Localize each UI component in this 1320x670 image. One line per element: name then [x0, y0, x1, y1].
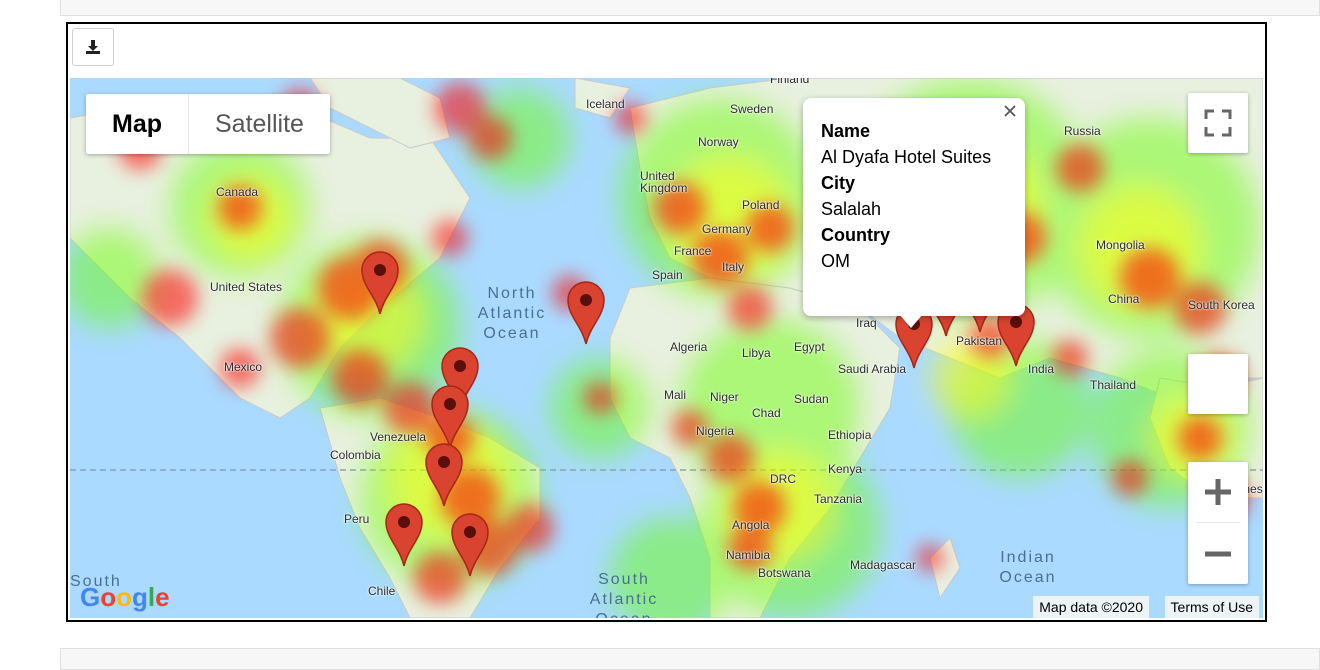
zoom-separator: [1196, 522, 1240, 523]
map-marker[interactable]: [384, 502, 424, 573]
label-norway: Norway: [698, 135, 739, 149]
fullscreen-button[interactable]: [1188, 93, 1248, 153]
google-logo: Google: [80, 582, 170, 613]
label-south-atlantic-ocean: South Atlantic Ocean: [589, 571, 659, 618]
label-chad: Chad: [752, 406, 781, 420]
label-algeria: Algeria: [670, 340, 708, 354]
zoom-control: [1188, 462, 1248, 584]
label-thailand: Thailand: [1090, 378, 1137, 392]
download-button[interactable]: [72, 28, 114, 66]
label-saudi-arabia: Saudi Arabia: [838, 362, 907, 376]
label-italy: Italy: [722, 260, 745, 274]
next-cell-edge: [60, 648, 1320, 670]
label-angola: Angola: [732, 518, 770, 532]
label-spain: Spain: [652, 268, 683, 282]
zoom-in-icon: [1205, 479, 1231, 505]
download-icon: [86, 40, 100, 54]
label-mexico: Mexico: [224, 360, 263, 374]
label-libya: Libya: [742, 346, 771, 360]
google-logo-o2: o: [116, 582, 133, 612]
label-venezuela: Venezuela: [370, 430, 427, 444]
label-namibia: Namibia: [726, 548, 771, 562]
field-value-name: Al Dyafa Hotel Suites: [821, 147, 992, 167]
label-south-pacific: South: [70, 573, 122, 590]
label-iceland: Iceland: [586, 97, 625, 111]
field-value-country: OM: [821, 251, 850, 271]
label-canada: Canada: [216, 185, 259, 199]
google-logo-o1: o: [100, 582, 117, 612]
label-nigeria: Nigeria: [696, 424, 735, 438]
map-marker[interactable]: [430, 384, 470, 455]
label-mongolia: Mongolia: [1096, 238, 1145, 252]
zoom-in-button[interactable]: [1188, 462, 1248, 522]
street-view-control[interactable]: [1188, 354, 1248, 414]
field-label-name: Name: [821, 121, 871, 141]
field-value-city: Salalah: [821, 199, 882, 219]
map-marker[interactable]: [566, 280, 606, 351]
zoom-out-button[interactable]: [1188, 524, 1248, 584]
label-chile: Chile: [368, 584, 396, 598]
label-united-kingdom: United Kingdom: [640, 169, 688, 195]
label-tanzania: Tanzania: [814, 492, 863, 506]
label-peru: Peru: [344, 512, 370, 526]
label-drc: DRC: [770, 472, 796, 486]
map-canvas[interactable]: Iceland Sweden Finland Norway Russia Uni…: [70, 78, 1263, 618]
label-south-korea: South Korea: [1188, 298, 1255, 312]
label-india: India: [1028, 362, 1055, 376]
label-colombia: Colombia: [330, 448, 381, 462]
map-widget: Iceland Sweden Finland Norway Russia Uni…: [66, 22, 1267, 622]
label-russia: Russia: [1064, 124, 1101, 138]
label-germany: Germany: [702, 222, 752, 236]
map-type-control: Map Satellite: [86, 94, 330, 154]
label-iraq: Iraq: [856, 316, 877, 330]
google-logo-e: e: [155, 582, 170, 612]
info-window: Name Al Dyafa Hotel Suites City Salalah …: [803, 98, 1025, 328]
label-poland: Poland: [742, 198, 780, 212]
label-kenya: Kenya: [828, 462, 863, 476]
close-icon: [1004, 105, 1016, 117]
map-base: [70, 78, 1263, 618]
field-label-city: City: [821, 173, 856, 193]
map-attribution: Map data ©2020: [1033, 596, 1149, 618]
label-botswana: Botswana: [758, 566, 811, 580]
label-france: France: [674, 244, 712, 258]
map-marker[interactable]: [450, 512, 490, 583]
fullscreen-icon: [1204, 109, 1232, 137]
map-type-satellite-button[interactable]: Satellite: [215, 110, 304, 138]
label-pakistan: Pakistan: [956, 334, 1003, 348]
label-madagascar: Madagascar: [850, 558, 917, 572]
label-sudan: Sudan: [794, 392, 829, 406]
label-sweden: Sweden: [730, 102, 774, 116]
label-north-atlantic-ocean: North Atlantic Ocean: [477, 285, 547, 342]
label-niger: Niger: [710, 390, 739, 404]
google-logo-g: G: [80, 582, 101, 612]
label-egypt: Egypt: [794, 340, 825, 354]
previous-cell-edge: [60, 0, 1320, 16]
map-type-map-button[interactable]: Map: [86, 94, 189, 154]
label-china: China: [1108, 292, 1140, 306]
label-finland: Finland: [770, 78, 810, 86]
label-mali: Mali: [664, 388, 687, 402]
map-marker[interactable]: [360, 250, 400, 321]
info-window-content: Name Al Dyafa Hotel Suites City Salalah …: [821, 118, 991, 274]
label-ethiopia: Ethiopia: [828, 428, 872, 442]
info-window-tail: [899, 314, 923, 328]
google-logo-g2: g: [132, 582, 148, 612]
close-button[interactable]: [999, 100, 1021, 122]
label-united-states: United States: [210, 280, 283, 294]
map-marker[interactable]: [424, 442, 464, 513]
zoom-out-icon: [1205, 551, 1231, 557]
field-label-country: Country: [821, 225, 890, 245]
google-logo-l: l: [147, 582, 156, 612]
map-marker[interactable]: [440, 346, 480, 417]
terms-of-use-link[interactable]: Terms of Use: [1164, 596, 1259, 618]
label-indian-ocean: Indian Ocean: [999, 549, 1057, 586]
